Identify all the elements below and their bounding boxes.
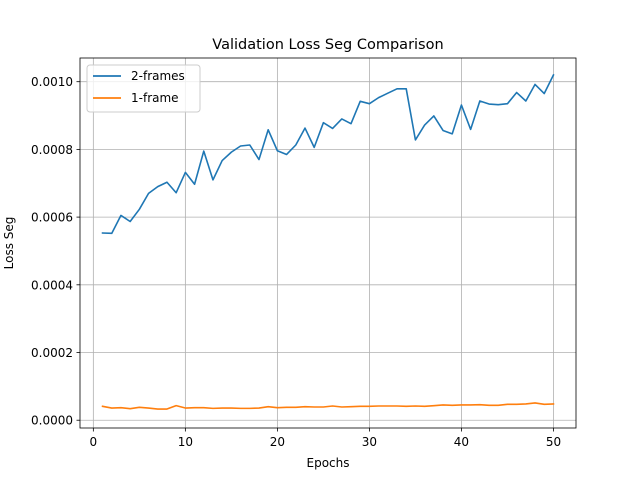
axis-ticks: 0 10 20 30 40 50 0.0000 0.0002 0.0004 0.0006 0.000… bbox=[31, 75, 561, 449]
legend-label-1-frame: 1-frame bbox=[131, 91, 179, 105]
x-tick-label: 10 bbox=[178, 435, 193, 449]
y-tick-label: 0.0002 bbox=[31, 346, 73, 360]
x-axis-title: Epochs bbox=[307, 456, 350, 470]
legend-label-2-frames: 2-frames bbox=[131, 69, 185, 83]
series-line-1-frame bbox=[101, 402, 555, 410]
y-axis-title: Loss Seg bbox=[2, 217, 16, 270]
x-tick-label: 50 bbox=[546, 435, 561, 449]
y-tick-label: 0.0010 bbox=[31, 75, 73, 89]
x-tick-label: 40 bbox=[454, 435, 469, 449]
x-tick-label: 0 bbox=[90, 435, 98, 449]
y-tick-label: 0.0004 bbox=[31, 278, 73, 292]
series-layer bbox=[101, 73, 555, 410]
grid bbox=[80, 58, 576, 428]
y-tick-label: 0.0000 bbox=[31, 414, 73, 428]
plot-frame bbox=[79, 57, 577, 429]
plot-area bbox=[80, 58, 576, 428]
x-tick-label: 30 bbox=[362, 435, 377, 449]
x-tick-label: 20 bbox=[270, 435, 285, 449]
y-tick-label: 0.0008 bbox=[31, 143, 73, 157]
y-tick-label: 0.0006 bbox=[31, 211, 73, 225]
legend: 2-frames 1-frame bbox=[86, 64, 201, 113]
series-line-2-frames bbox=[101, 73, 555, 235]
chart-title: Validation Loss Seg Comparison bbox=[212, 37, 443, 53]
